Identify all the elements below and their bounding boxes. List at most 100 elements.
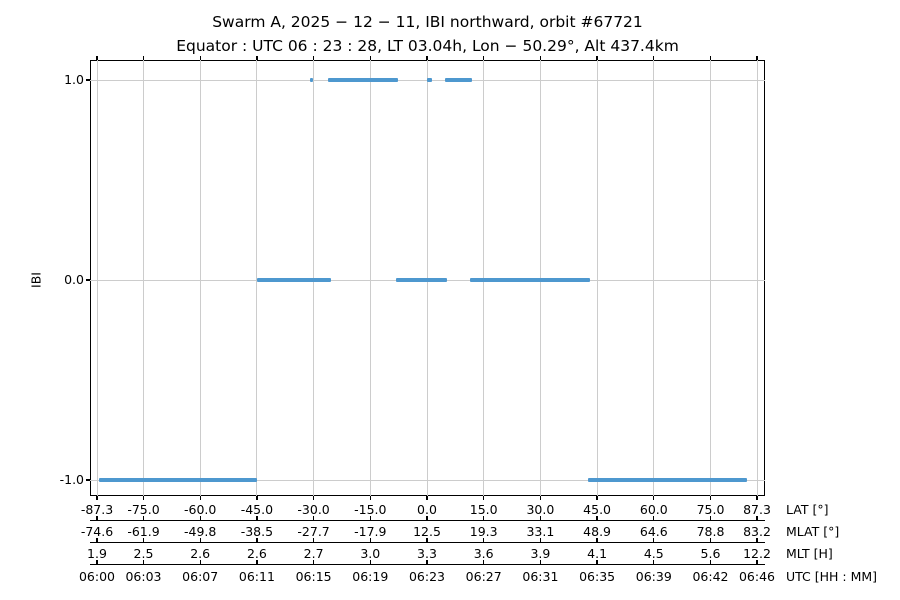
- sub-axis-tick: [426, 516, 428, 520]
- ibi-segment: [98, 478, 257, 482]
- sub-axis-tick: [142, 560, 145, 564]
- x-tick-label: -49.8: [184, 524, 217, 539]
- sub-axis-tick: [199, 560, 201, 564]
- x-tick-label: 06:46: [738, 569, 776, 584]
- x-tick-label: 3.6: [473, 546, 494, 561]
- sub-axis-tick: [142, 538, 145, 542]
- v-gridline: [756, 60, 758, 496]
- x-tick-label: 4.5: [643, 546, 664, 561]
- x-tick-bottom: [709, 496, 712, 500]
- x-tick-label: 2.5: [133, 546, 154, 561]
- x-tick-label: 1.9: [87, 546, 107, 561]
- sub-axis-tick: [96, 560, 98, 564]
- x-tick-label: -45.0: [240, 502, 274, 517]
- x-axis-row-name: UTC [HH : MM]: [786, 569, 878, 584]
- v-gridline: [596, 60, 598, 496]
- x-tick-label: -30.0: [297, 502, 330, 517]
- x-tick-label: -74.6: [80, 524, 114, 539]
- sub-axis-tick: [312, 560, 315, 564]
- x-tick-bottom: [756, 496, 758, 500]
- x-tick-label: 87.3: [743, 502, 771, 517]
- x-tick-label: -17.9: [354, 524, 387, 539]
- sub-axis-tick: [426, 560, 428, 564]
- x-tick-label: 06:23: [408, 569, 446, 584]
- y-tick: [86, 79, 90, 81]
- x-tick-label: 0.0: [417, 502, 437, 517]
- sub-axis-tick: [596, 516, 598, 520]
- x-tick-top: [369, 56, 371, 60]
- x-tick-label: -75.0: [127, 502, 160, 517]
- sub-axis-tick: [653, 516, 655, 520]
- sub-axis-line: [90, 542, 765, 544]
- x-tick-label: 06:11: [238, 569, 275, 584]
- sub-axis-tick: [709, 516, 712, 520]
- x-tick-label: -38.5: [240, 524, 274, 539]
- x-tick-label: 06:35: [579, 569, 616, 584]
- ibi-segment: [396, 278, 447, 282]
- chart-title: Swarm A, 2025 − 12 − 11, IBI northward, …: [212, 13, 643, 31]
- x-tick-label: 64.6: [639, 524, 668, 539]
- sub-axis-tick: [96, 538, 98, 542]
- x-tick-top: [539, 56, 542, 60]
- v-gridline: [369, 60, 371, 496]
- x-axis-row-name: MLAT [°]: [786, 524, 840, 539]
- sub-axis-tick: [369, 538, 371, 542]
- sub-axis-tick: [312, 516, 315, 520]
- ibi-segment: [256, 278, 331, 282]
- x-tick-label: 06:27: [465, 569, 502, 584]
- x-tick-label: 06:15: [295, 569, 332, 584]
- sub-axis-tick: [483, 560, 485, 564]
- sub-axis-tick: [256, 538, 258, 542]
- chart-subtitle: Equator : UTC 06 : 23 : 28, LT 03.04h, L…: [176, 37, 679, 55]
- x-tick-label: 4.1: [587, 546, 608, 561]
- x-tick-bottom: [483, 496, 485, 500]
- sub-axis-line: [90, 520, 765, 522]
- x-tick-label: 06:39: [635, 569, 672, 584]
- x-tick-bottom: [426, 496, 428, 500]
- x-tick-label: 06:07: [182, 569, 219, 584]
- x-axis-row-name: LAT [°]: [786, 502, 829, 517]
- x-tick-bottom: [312, 496, 315, 500]
- sub-axis-tick: [653, 560, 655, 564]
- sub-axis-tick: [709, 560, 712, 564]
- x-tick-label: 78.8: [696, 524, 725, 539]
- ibi-segment: [328, 78, 399, 82]
- x-tick-bottom: [653, 496, 655, 500]
- x-tick-top: [709, 56, 712, 60]
- x-tick-label: 2.6: [246, 546, 267, 561]
- sub-axis-tick: [142, 516, 145, 520]
- x-tick-label: 06:31: [522, 569, 559, 584]
- sub-axis-tick: [312, 538, 315, 542]
- x-tick-label: 48.9: [583, 524, 612, 539]
- x-tick-label: 12.2: [743, 546, 771, 561]
- x-tick-bottom: [142, 496, 145, 500]
- x-axis-row-name: MLT [H]: [786, 546, 833, 561]
- x-tick-label: 5.6: [700, 546, 721, 561]
- sub-axis-line: [90, 564, 765, 566]
- sub-axis-tick: [199, 516, 201, 520]
- x-tick-label: 45.0: [583, 502, 612, 517]
- sub-axis-tick: [369, 560, 371, 564]
- x-tick-top: [483, 56, 485, 60]
- sub-axis-tick: [653, 538, 655, 542]
- ibi-segment: [427, 78, 432, 82]
- x-tick-label: -87.3: [80, 502, 114, 517]
- x-tick-label: 06:00: [78, 569, 116, 584]
- v-gridline: [96, 60, 98, 496]
- x-tick-bottom: [199, 496, 201, 500]
- v-gridline: [653, 60, 655, 496]
- x-tick-label: 75.0: [696, 502, 725, 517]
- y-tick-label: -1.0: [59, 472, 84, 487]
- sub-axis-tick: [483, 538, 485, 542]
- y-tick-label: 0.0: [64, 272, 84, 287]
- v-gridline: [142, 60, 144, 496]
- sub-axis-tick: [596, 560, 598, 564]
- x-tick-top: [653, 56, 655, 60]
- x-tick-top: [596, 56, 598, 60]
- x-tick-label: 2.6: [190, 546, 211, 561]
- x-tick-label: 3.3: [417, 546, 437, 561]
- sub-axis-tick: [426, 538, 428, 542]
- sub-axis-tick: [539, 538, 542, 542]
- x-tick-label: 3.0: [360, 546, 381, 561]
- sub-axis-tick: [96, 516, 98, 520]
